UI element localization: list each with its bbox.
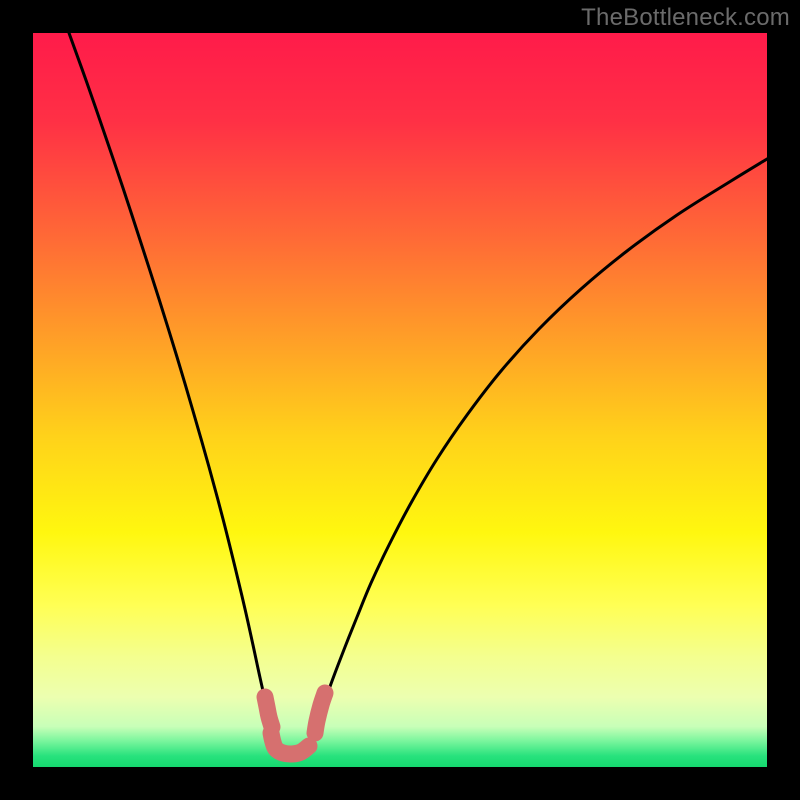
chart-background (33, 33, 767, 767)
watermark-text: TheBottleneck.com (581, 4, 790, 32)
chart-svg (33, 33, 767, 767)
marker-segment-0 (265, 697, 272, 727)
marker-segment-2 (315, 693, 325, 733)
chart-frame: TheBottleneck.com (0, 0, 800, 800)
chart-plot-area (33, 33, 767, 767)
